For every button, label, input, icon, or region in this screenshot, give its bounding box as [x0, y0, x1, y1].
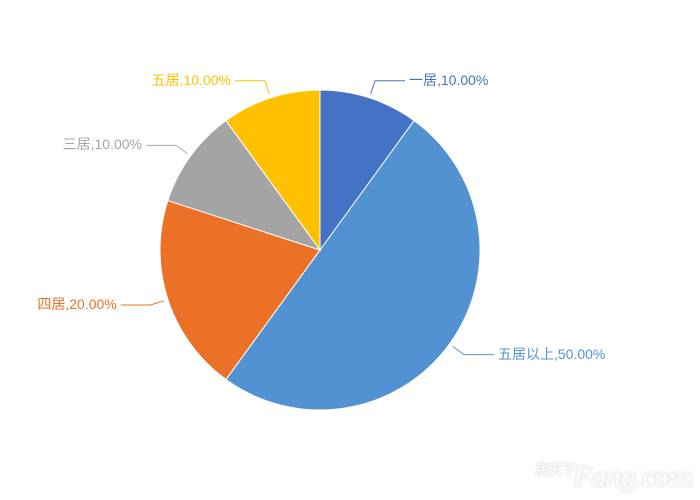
leader-line: [121, 301, 164, 305]
slice-label: 五居以上,50.00%: [498, 347, 605, 361]
leader-line: [235, 81, 269, 94]
slice-label: 五居,10.00%: [152, 73, 231, 87]
leader-line: [453, 346, 494, 354]
slice-label: 一居,10.00%: [409, 73, 488, 87]
leader-line: [146, 145, 187, 153]
slice-label: 三居,10.00%: [63, 137, 142, 151]
pie-chart: 五居以上,50.00% 四居,20.00% 三居,10.00% 五居,10.00% 一居…: [0, 0, 700, 500]
pie-svg: [0, 0, 700, 500]
slice-label: 四居,20.00%: [37, 297, 116, 311]
leader-line: [371, 81, 405, 94]
